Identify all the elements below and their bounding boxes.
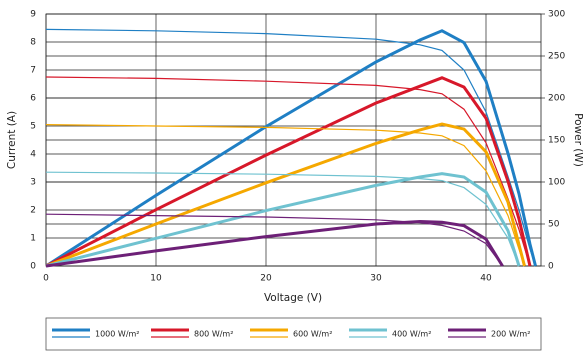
power-line: [45, 219, 504, 268]
plot-frame: [45, 13, 542, 267]
y2-tick-label: 0: [548, 262, 554, 272]
y-tick-label: 4: [30, 150, 36, 160]
y-tick-label: 7: [30, 66, 36, 76]
y-tick-label: 0: [30, 262, 36, 272]
y2-tick-label: 150: [548, 136, 565, 146]
current-line: [45, 124, 526, 267]
power-line: [45, 29, 537, 268]
power-line: [45, 172, 521, 268]
y-tick-label: 5: [30, 122, 36, 132]
legend-box: [45, 317, 542, 351]
y-tick-label: 8: [30, 38, 36, 48]
x-tick-label: 0: [43, 274, 49, 284]
y-tick-label: 1: [30, 234, 36, 244]
x-tick-label: 40: [480, 274, 492, 284]
y-tick-label: 6: [30, 94, 36, 104]
y-tick-label: 2: [30, 206, 36, 216]
legend-label: 600 W/m²: [293, 330, 332, 339]
current-line: [45, 28, 537, 267]
y2-tick-label: 50: [548, 220, 560, 230]
current-line: [45, 76, 531, 267]
y2-tick-label: 250: [548, 52, 565, 62]
y2-axis-label: Power (W): [572, 113, 584, 167]
y-tick-label: 3: [30, 178, 36, 188]
legend-label: 800 W/m²: [194, 330, 233, 339]
legend-label: 200 W/m²: [491, 330, 530, 339]
y-axis-label: Current (A): [6, 111, 18, 169]
x-tick-label: 10: [150, 274, 162, 284]
current-line: [45, 171, 520, 267]
x-tick-label: 20: [260, 274, 272, 284]
legend-label: 1000 W/m²: [95, 330, 140, 339]
y2-tick-label: 100: [548, 178, 565, 188]
y2-tick-label: 200: [548, 94, 565, 104]
x-axis-label: Voltage (V): [264, 292, 322, 304]
x-tick-label: 30: [370, 274, 382, 284]
y2-tick-label: 300: [548, 10, 565, 20]
power-line: [45, 122, 526, 268]
legend-label: 400 W/m²: [392, 330, 431, 339]
y-tick-label: 9: [30, 10, 36, 20]
